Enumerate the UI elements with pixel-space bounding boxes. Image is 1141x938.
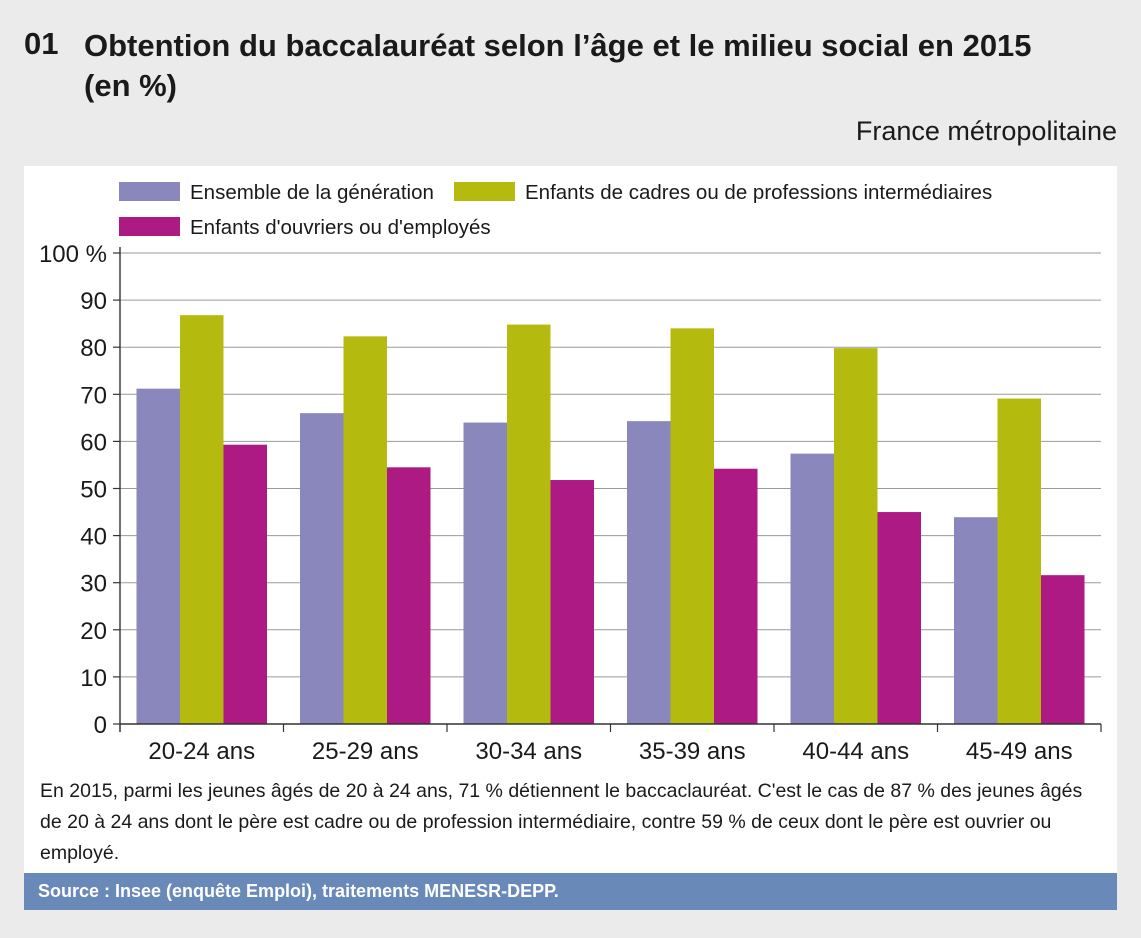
legend-label: Ensemble de la génération: [190, 181, 434, 204]
chart-panel: 0 10 20 30 40 50 60 70 80 90 100 % 20-24 ans 25-29 a…: [24, 166, 1117, 910]
bar: [997, 398, 1041, 724]
x-tick-label: 30-34 ans: [475, 738, 582, 765]
chart-note: En 2015, parmi les jeunes âgés de 20 à 2…: [40, 780, 1083, 864]
y-tick-label: 90: [80, 288, 107, 315]
y-tick-label: 60: [80, 429, 107, 456]
bar: [507, 324, 551, 724]
y-tick-label: 80: [80, 335, 107, 362]
legend-swatch: [454, 182, 515, 201]
y-tick-label: 30: [80, 571, 107, 598]
bar: [670, 328, 714, 724]
x-tick-label: 25-29 ans: [312, 738, 419, 765]
y-tick-label: 10: [80, 665, 107, 692]
y-tick-label: 100 %: [39, 241, 107, 268]
chart-title: Obtention du baccalauréat selon l’âge et…: [84, 28, 1032, 103]
geographic-scope: France métropolitaine: [855, 116, 1117, 146]
bar: [877, 512, 921, 724]
y-tick-label: 0: [94, 712, 107, 739]
legend-swatch: [119, 182, 180, 201]
bar: [223, 444, 267, 724]
bar: [180, 315, 224, 724]
x-tick-label: 40-44 ans: [802, 738, 909, 765]
y-tick-label: 40: [80, 524, 107, 551]
bar: [300, 413, 344, 724]
legend-label: Enfants de cadres ou de professions inte…: [525, 181, 992, 204]
bar: [550, 480, 594, 724]
legend-swatch: [119, 217, 180, 236]
bar: [136, 388, 180, 724]
bar: [790, 453, 834, 724]
y-tick-label: 50: [80, 477, 107, 504]
y-tick-label: 70: [80, 382, 107, 409]
source-text: Source : Insee (enquête Emploi), traitem…: [38, 881, 559, 901]
bar: [954, 517, 998, 724]
y-tick-label: 20: [80, 618, 107, 645]
x-tick-label: 35-39 ans: [639, 738, 746, 765]
bar: [1041, 575, 1085, 724]
figure-number: 01: [24, 26, 59, 61]
bar-chart: 0 10 20 30 40 50 60 70 80 90 100 % 20-24 ans 25-29 a…: [39, 181, 1102, 765]
x-tick-label: 20-24 ans: [148, 738, 255, 765]
legend-label: Enfants d'ouvriers ou d'employés: [190, 216, 491, 239]
bar: [387, 467, 431, 724]
bar: [834, 348, 878, 724]
x-tick-label: 45-49 ans: [966, 738, 1073, 765]
source-bar: Source : Insee (enquête Emploi), traitem…: [24, 873, 1117, 910]
bar: [343, 336, 387, 724]
bar: [627, 421, 671, 724]
bar: [463, 422, 507, 724]
bar: [714, 468, 758, 724]
